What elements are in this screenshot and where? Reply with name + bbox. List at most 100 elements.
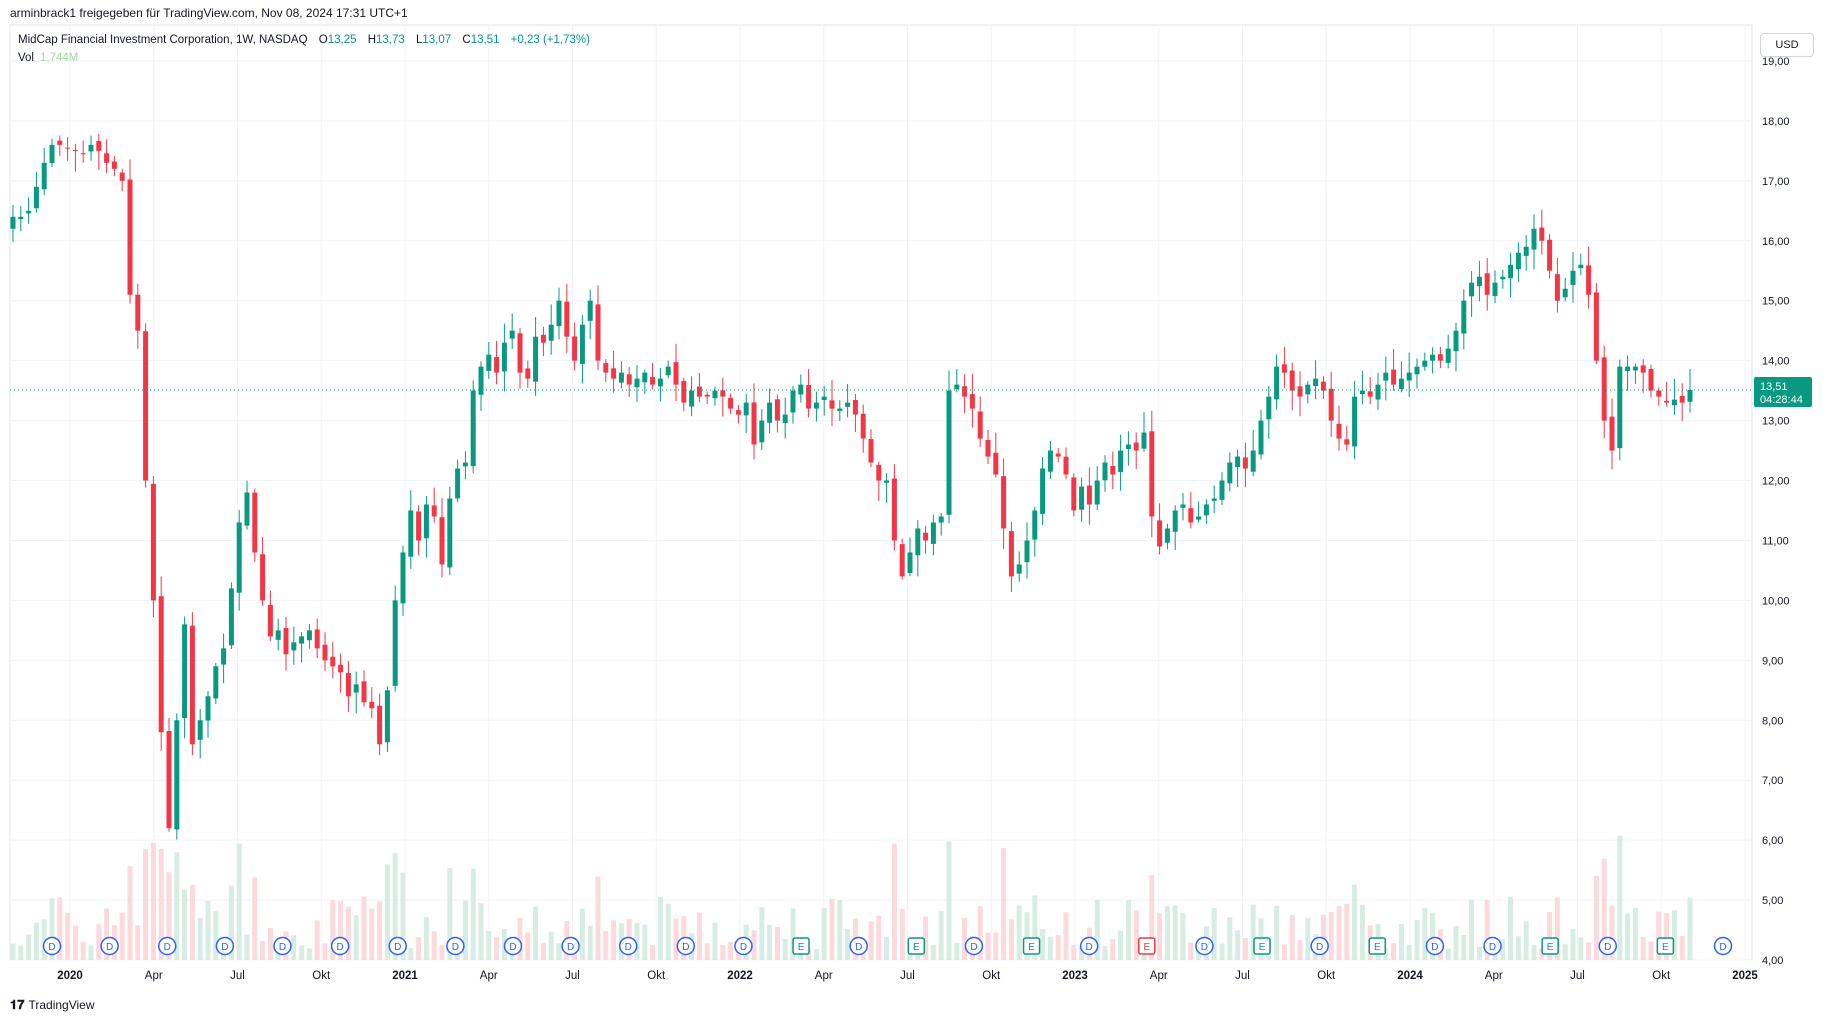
candle-body	[33, 186, 39, 209]
currency-button[interactable]: USD	[1760, 33, 1814, 57]
candle-body	[665, 366, 671, 376]
candle-body	[1625, 366, 1631, 371]
volume-bar	[1679, 936, 1685, 960]
dividend-marker-icon[interactable]	[388, 936, 407, 956]
volume-bar	[1001, 848, 1007, 960]
candle-body	[540, 334, 546, 343]
candle-body	[1671, 399, 1677, 406]
earnings-marker-icon[interactable]	[907, 937, 926, 955]
volume-bar	[1632, 907, 1638, 960]
candle-body	[322, 644, 328, 661]
earnings-marker-icon[interactable]	[1022, 937, 1041, 955]
dividend-marker-icon[interactable]	[1195, 936, 1214, 956]
volume-bar	[189, 885, 195, 960]
candle-body	[1492, 282, 1498, 297]
dividend-marker-icon[interactable]	[964, 936, 984, 956]
x-tick-label: Apr	[815, 970, 833, 982]
volume-bar	[1289, 914, 1295, 960]
candle-body	[41, 162, 47, 190]
dividend-marker-icon[interactable]	[676, 936, 696, 956]
candle-body	[1656, 390, 1662, 397]
dividend-marker-icon[interactable]	[503, 936, 523, 956]
dividend-marker-icon[interactable]	[330, 936, 350, 956]
candle-body	[392, 600, 398, 686]
dividend-marker-icon[interactable]	[42, 936, 62, 956]
dividend-marker-icon[interactable]	[273, 936, 292, 956]
y-tick-label: 14,00	[1762, 356, 1790, 368]
candle-body	[1593, 292, 1599, 361]
dividend-marker-icon[interactable]	[100, 936, 119, 956]
volume-bar	[431, 931, 437, 960]
candle-body	[1352, 396, 1358, 447]
open-value: 13,25	[327, 34, 357, 46]
candle-body	[1289, 370, 1295, 391]
candle-body	[189, 625, 195, 745]
candle-body	[572, 336, 578, 361]
dividend-marker-icon[interactable]	[561, 936, 580, 956]
symbol-name[interactable]: MidCap Financial Investment Corporation,…	[18, 34, 308, 46]
candle-body	[111, 161, 117, 169]
dividend-marker-icon[interactable]	[849, 936, 868, 956]
earnings-marker-icon[interactable]	[1138, 937, 1156, 955]
earnings-marker-icon[interactable]	[1368, 937, 1387, 955]
candle-body	[1469, 282, 1475, 297]
earnings-marker-icon[interactable]	[1656, 937, 1675, 955]
y-tick-label: 11,00	[1762, 535, 1789, 547]
candle-body	[1648, 368, 1654, 391]
candle-body	[813, 402, 819, 409]
candle-body	[1125, 444, 1131, 450]
candle-body	[884, 480, 890, 483]
candle-body	[275, 630, 281, 640]
candle-body	[1032, 510, 1038, 540]
candle-body	[1515, 252, 1521, 270]
volume-bar	[1242, 938, 1248, 960]
volume-bar	[611, 920, 617, 960]
dividend-marker-icon[interactable]	[618, 936, 638, 956]
dividend-marker-icon[interactable]	[446, 936, 465, 956]
volume-bar	[1554, 897, 1560, 960]
dividend-marker-icon[interactable]	[1713, 936, 1733, 956]
dividend-marker-icon[interactable]	[734, 936, 753, 956]
volume-bar	[985, 932, 991, 960]
volume-bar	[33, 922, 39, 960]
dividend-marker-icon[interactable]	[157, 936, 177, 956]
y-tick-label: 8,00	[1762, 715, 1783, 727]
volume-bar	[267, 927, 273, 960]
earnings-marker-icon[interactable]	[1253, 937, 1271, 955]
dividend-marker-icon[interactable]	[215, 936, 235, 956]
earnings-marker-icon[interactable]	[792, 937, 810, 955]
volume-bar	[10, 943, 16, 960]
candle-body	[1484, 273, 1490, 295]
volume-bar	[1617, 835, 1623, 960]
dividend-marker-icon[interactable]	[1425, 936, 1445, 956]
volume-bar	[1593, 875, 1599, 960]
dividend-marker-icon[interactable]	[1310, 936, 1329, 956]
volume-bar	[275, 949, 281, 960]
candle-body	[603, 362, 609, 373]
candle-body	[462, 462, 468, 467]
volume-bar	[1578, 937, 1584, 960]
candle-body	[891, 478, 897, 541]
volume-bar	[1320, 914, 1326, 960]
dividend-marker-icon[interactable]	[1598, 936, 1618, 956]
volume-bar	[665, 903, 671, 960]
candle-body	[49, 144, 55, 163]
volume-bar	[1149, 875, 1155, 960]
event-marker-label: E	[798, 942, 805, 953]
price-tag	[1754, 377, 1812, 408]
volume-bar	[150, 842, 156, 960]
candle-body	[345, 673, 351, 697]
x-tick-label: Jul	[565, 970, 580, 982]
volume-bar	[486, 931, 492, 960]
candle-body	[587, 300, 593, 321]
earnings-marker-icon[interactable]	[1541, 937, 1559, 955]
candle-body	[704, 394, 710, 397]
event-marker-label: D	[106, 942, 113, 953]
event-marker-label: D	[394, 942, 401, 953]
dividend-marker-icon[interactable]	[1079, 936, 1099, 956]
dividend-marker-icon[interactable]	[1483, 936, 1502, 956]
event-marker-label: D	[1604, 942, 1611, 953]
event-marker-label: E	[1374, 942, 1381, 953]
candle-body	[1297, 386, 1303, 397]
